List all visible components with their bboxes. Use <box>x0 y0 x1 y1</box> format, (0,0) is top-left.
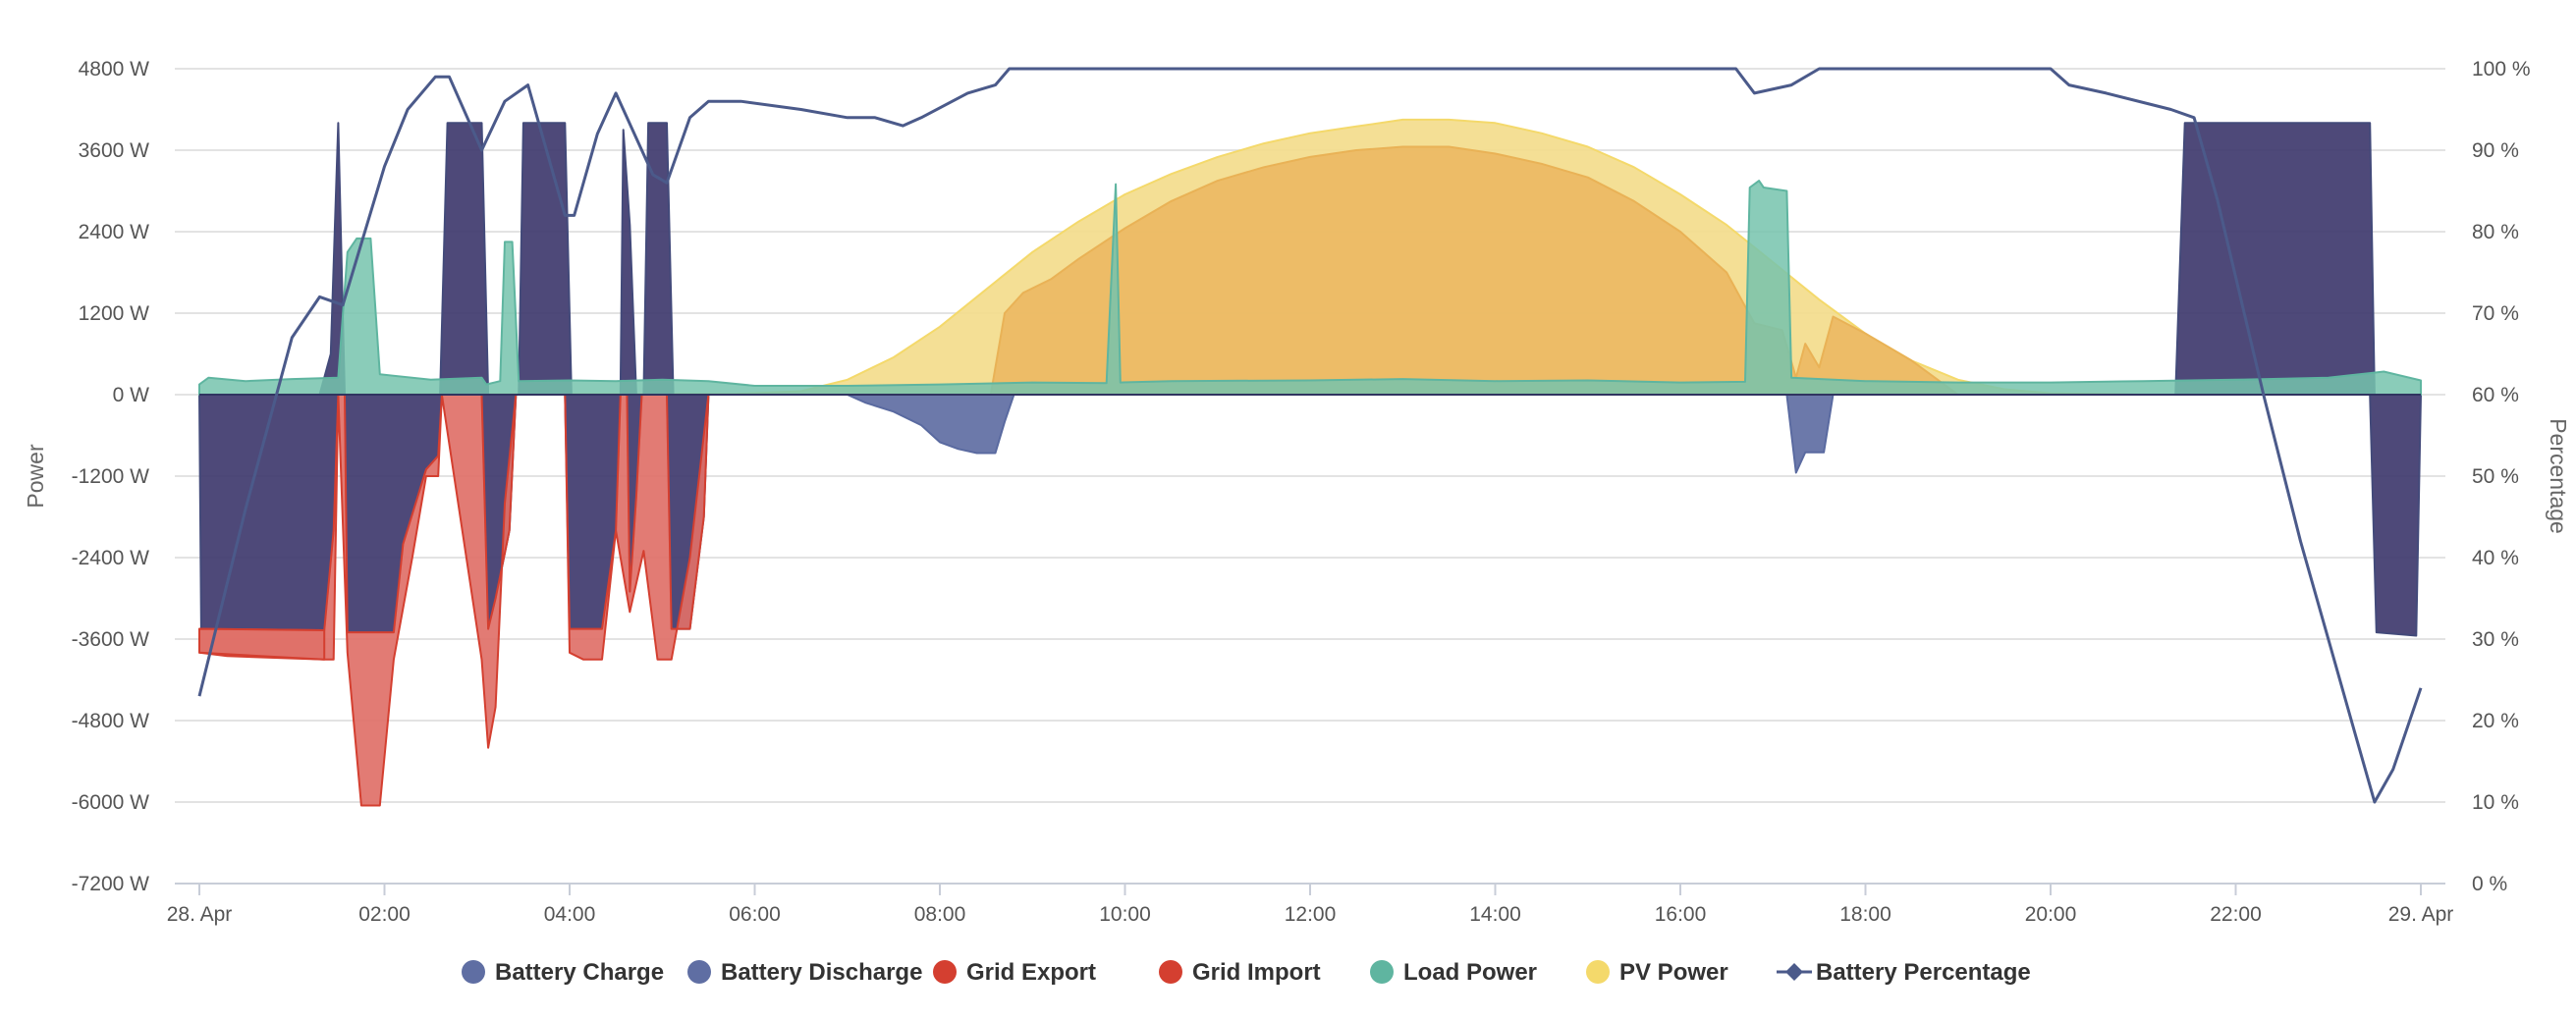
legend-marker-circle <box>1586 960 1610 984</box>
legend-item-battery-charge[interactable]: Battery Charge <box>462 959 664 986</box>
battery-discharge-daytime-area <box>846 394 2191 474</box>
legend: Battery Charge Battery Discharge Grid Expo… <box>462 959 2031 986</box>
x-tick-label: 16:00 <box>1655 903 1707 926</box>
y-left-tick-label: 1200 W <box>79 302 150 325</box>
legend-label: Grid Export <box>966 959 1096 986</box>
x-tick-label: 02:00 <box>358 903 411 926</box>
x-tick-label: 18:00 <box>1839 903 1891 926</box>
y-right-tick-label: 60 % <box>2472 384 2519 406</box>
legend-marker-circle <box>933 960 957 984</box>
legend-label: Load Power <box>1403 959 1537 986</box>
legend-marker-circle <box>687 960 711 984</box>
y-left-tick-label: 3600 W <box>79 139 150 162</box>
legend-marker-circle <box>1370 960 1394 984</box>
legend-item-grid-export[interactable]: Grid Export <box>933 959 1096 986</box>
right-axis-title: Percentage <box>2546 418 2571 534</box>
y-left-tick-label: -7200 W <box>72 873 150 895</box>
y-left-tick-label: -1200 W <box>72 465 150 488</box>
series-areas <box>198 118 2422 807</box>
y-right-tick-label: 10 % <box>2472 791 2519 814</box>
x-tick-label: 10:00 <box>1099 903 1151 926</box>
legend-marker-circle <box>1159 960 1182 984</box>
grid-import-area <box>198 394 710 807</box>
y-right-tick-label: 20 % <box>2472 710 2519 732</box>
x-tick-label: 29. Apr <box>2388 903 2454 926</box>
x-tick-label: 04:00 <box>544 903 596 926</box>
y-left-tick-label: 2400 W <box>79 221 150 243</box>
y-left-tick-label: 4800 W <box>79 58 150 81</box>
legend-marker-circle <box>462 960 485 984</box>
y-left-tick-label: -3600 W <box>72 628 150 651</box>
left-axis-title: Power <box>23 444 48 509</box>
grid-export-area <box>198 627 326 661</box>
battery-percentage-line-layer <box>197 67 2423 804</box>
legend-label: Battery Percentage <box>1816 959 2031 986</box>
legend-label: PV Power <box>1619 959 1728 986</box>
y-right-tick-label: 70 % <box>2472 302 2519 325</box>
legend-item-pv-power[interactable]: PV Power <box>1586 959 1728 986</box>
x-tick-label: 22:00 <box>2210 903 2262 926</box>
x-tick-label: 06:00 <box>729 903 781 926</box>
x-tick-label: 28. Apr <box>167 903 233 926</box>
load-power-area <box>198 180 2422 396</box>
y-right-tick-label: 50 % <box>2472 465 2519 488</box>
battery-discharge-area <box>198 394 2422 637</box>
x-tick-label: 08:00 <box>914 903 966 926</box>
legend-label: Battery Charge <box>495 959 664 986</box>
legend-item-load-power[interactable]: Load Power <box>1370 959 1537 986</box>
y-left-tick-label: -6000 W <box>72 791 150 814</box>
y-right-tick-label: 30 % <box>2472 628 2519 651</box>
y-right-tick-label: 40 % <box>2472 547 2519 569</box>
legend-label: Battery Discharge <box>721 959 922 986</box>
y-left-tick-label: -4800 W <box>72 710 150 732</box>
y-right-tick-label: 90 % <box>2472 139 2519 162</box>
y-right-tick-label: 0 % <box>2472 873 2507 895</box>
legend-label: Grid Import <box>1192 959 1321 986</box>
axes: 4800 W 3600 W 2400 W 1200 W 0 W -1200 W -2400 … <box>72 58 2531 926</box>
y-right-tick-label: 100 % <box>2472 58 2531 81</box>
legend-item-grid-import[interactable]: Grid Import <box>1159 959 1321 986</box>
battery-percentage-line <box>197 67 2423 804</box>
pv-power-used-area <box>989 145 1959 396</box>
legend-item-battery-discharge[interactable]: Battery Discharge <box>687 959 922 986</box>
y-left-tick-label: -2400 W <box>72 547 150 569</box>
x-tick-label: 12:00 <box>1285 903 1337 926</box>
y-left-tick-label: 0 W <box>113 384 150 406</box>
y-right-tick-label: 80 % <box>2472 221 2519 243</box>
x-tick-label: 14:00 <box>1469 903 1521 926</box>
legend-marker-diamond <box>1785 963 1803 981</box>
x-tick-label: 20:00 <box>2025 903 2077 926</box>
legend-item-battery-percentage[interactable]: Battery Percentage <box>1777 959 2031 986</box>
